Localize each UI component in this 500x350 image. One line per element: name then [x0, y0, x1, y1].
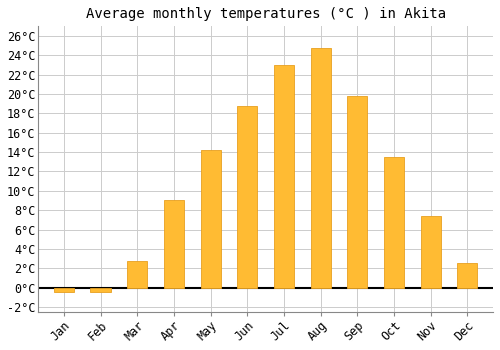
Bar — [90, 288, 110, 293]
Bar — [384, 157, 404, 288]
Bar — [200, 150, 220, 288]
Bar — [310, 48, 330, 288]
Bar — [164, 201, 184, 288]
Bar — [274, 65, 294, 288]
Bar — [127, 261, 148, 288]
Bar — [348, 96, 368, 288]
Bar — [458, 264, 477, 288]
Bar — [237, 106, 258, 288]
Title: Average monthly temperatures (°C ) in Akita: Average monthly temperatures (°C ) in Ak… — [86, 7, 446, 21]
Bar — [420, 216, 441, 288]
Bar — [54, 288, 74, 293]
